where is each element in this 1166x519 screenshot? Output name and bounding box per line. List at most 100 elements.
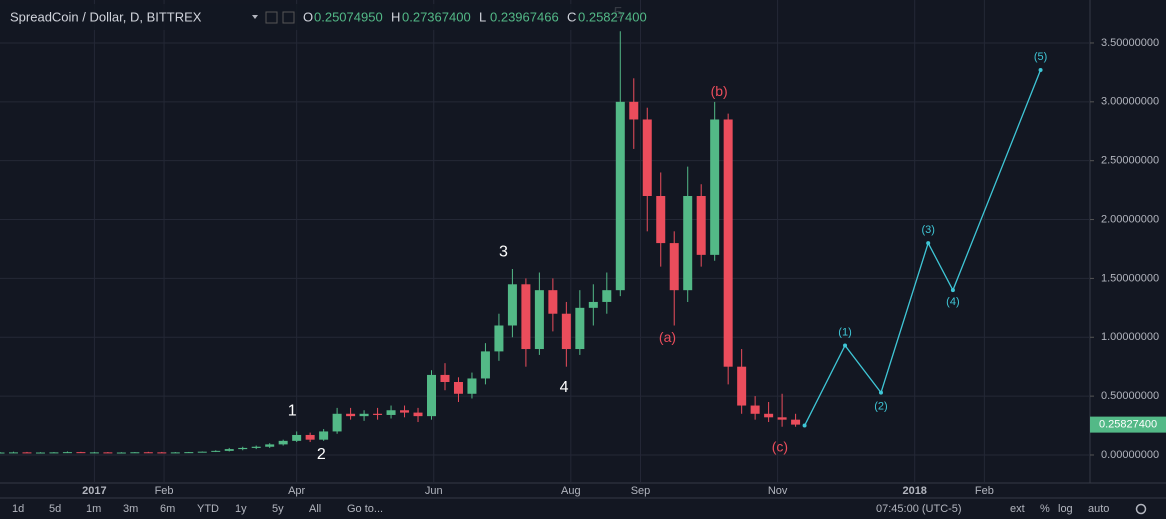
x-tick-label: Jun [425,485,443,497]
option-button[interactable]: ext [1010,503,1025,515]
x-tick-label: Nov [768,485,788,497]
candle-body [89,452,99,454]
projection-point [1038,68,1043,73]
projection-point [926,241,931,246]
y-tick-label: 0.50000000 [1101,390,1159,402]
candle-body [696,196,706,255]
ohlc-label: H [391,9,400,24]
candle-body [238,447,248,450]
candle-body [764,413,774,418]
wave-label: 4 [560,379,569,396]
wave-label: (3) [921,224,934,236]
projection-point [802,423,807,428]
x-tick-label: Feb [975,485,994,497]
axes: 0.00000000 0.50000000 1.00000000 1.50000000… [82,37,1166,497]
candle-body [400,410,410,413]
grid [0,0,1090,483]
option-button[interactable]: auto [1088,503,1109,515]
option-button[interactable]: log [1058,503,1073,515]
candle-body [413,412,423,417]
y-tick-label: 2.50000000 [1101,155,1159,167]
candle-body [602,290,612,302]
candle-body [184,452,194,454]
y-tick-label: 0.00000000 [1101,449,1159,461]
range-button[interactable]: All [309,503,321,515]
time-label: 07:45:00 (UTC-5) [876,503,962,515]
candle-body [521,284,531,350]
candle-body [76,452,86,454]
range-button[interactable]: 5d [49,503,61,515]
ohlc-value: 0.27367400 [402,9,471,24]
x-tick-label: 2018 [902,485,926,497]
ohlc-value: 0.23967466 [490,9,559,24]
candle-body [359,413,369,417]
y-tick-label: 3.00000000 [1101,96,1159,108]
y-tick-label: 3.50000000 [1101,37,1159,49]
candle-body [548,290,558,314]
plot: 12345(a)(b)(c)(1)(2)(3)(4)(5) [0,5,1047,463]
y-tick-label: 1.00000000 [1101,331,1159,343]
projection-line [803,69,1042,426]
candle-body [791,419,801,425]
wave-label: (1) [838,326,851,338]
candle-body [265,444,275,447]
range-button[interactable]: 1d [12,503,24,515]
toolbar: 1d 5d 1m 3m 6m YTD 1y 5y All Go to... 07:45:00 (UT… [12,503,1147,515]
candle-body [737,366,747,406]
header: SpreadCoin / Dollar, D, BITTREX O 0.25074… [0,4,647,30]
wave-label: 3 [499,244,508,261]
ohlc-label: L [479,9,486,24]
candle-body [427,374,437,417]
icon[interactable] [282,11,295,24]
range-button[interactable]: 5y [272,503,284,515]
candle-body [332,413,342,432]
candle-body [629,101,639,120]
last-price-tag [1090,416,1166,433]
range-button[interactable]: YTD [197,503,219,515]
candle-body [534,290,544,350]
projection-point [878,390,883,395]
candle-body [615,101,625,291]
candle-body [683,196,693,291]
wave-label: 2 [317,446,326,463]
chart-title: SpreadCoin / Dollar, D, BITTREX [10,9,202,24]
candle-body [575,307,585,350]
candle-body [723,119,733,367]
settings-icon[interactable] [1135,503,1147,515]
candle-body [373,413,383,415]
ohlc-label: O [303,9,313,24]
range-button[interactable]: 3m [123,503,138,515]
candle-body [35,452,45,454]
candle-body [170,452,180,454]
candle-body [157,452,167,454]
range-button[interactable]: 1y [235,503,247,515]
range-button[interactable]: 6m [160,503,175,515]
candle-body [8,452,18,454]
y-tick-label: 1.50000000 [1101,272,1159,284]
wave-label: (2) [874,401,887,413]
last-price-label: 0.25827400 [1099,419,1157,431]
dropdown-icon[interactable] [252,15,258,19]
projection-point [950,288,955,293]
option-button[interactable]: % [1040,503,1050,515]
candle-body [211,450,221,452]
candle-body [49,452,59,454]
range-button[interactable]: Go to... [347,503,383,515]
x-tick-label: 2017 [82,485,106,497]
wave-label: (b) [711,83,728,99]
candle-body [467,378,477,394]
candle-body [588,301,598,308]
wave-label: 1 [288,403,297,420]
candle-body [642,119,652,197]
candle-body [292,434,302,441]
icon[interactable] [265,11,278,24]
candle-body [386,410,396,415]
range-button[interactable]: 1m [86,503,101,515]
projection-point [843,343,848,348]
ohlc-label: C [567,9,576,24]
wave-label: (a) [659,329,676,345]
candle-body [224,449,234,451]
candle-body [494,325,504,352]
wave-label: (4) [946,296,959,308]
